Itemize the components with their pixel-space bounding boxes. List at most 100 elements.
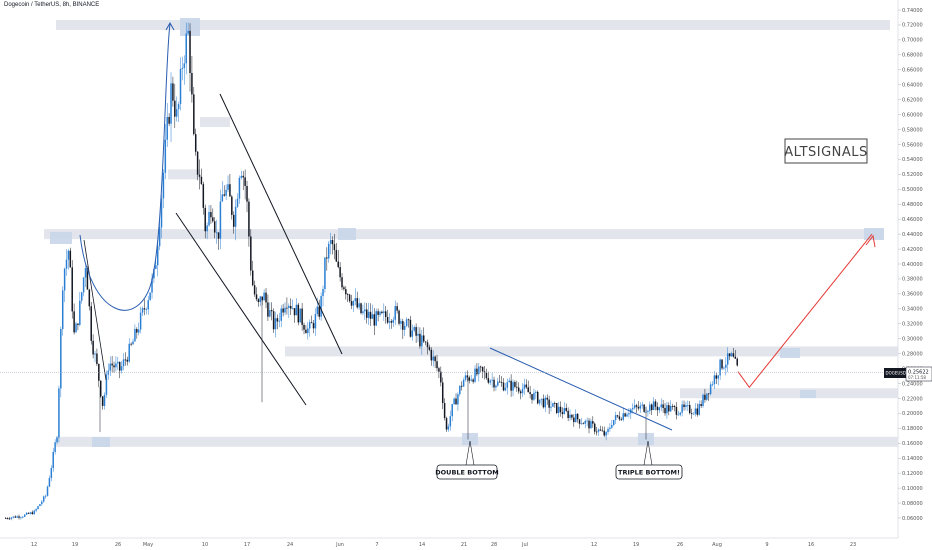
candle-body [531,394,533,400]
price-tick-label: 0.28000 [902,351,923,357]
candle-body [155,265,157,269]
candle-body [77,323,79,325]
candle-body [396,306,398,311]
candle-body [166,116,168,140]
candle-body [561,412,564,415]
candle-body [143,308,146,310]
candle-body [666,405,668,414]
candle-body [601,430,604,432]
candle-body [20,517,22,519]
candle-body [616,415,619,417]
candle-body [156,246,159,266]
price-zone [168,169,200,180]
candle-body [379,311,381,315]
candle-body [204,207,206,232]
candle-body [137,329,140,333]
cup-curve [79,23,171,311]
candle-body [578,419,581,424]
pivot-highlight [864,228,884,240]
candle-body [196,151,199,175]
candle-body [219,201,222,239]
candle-body [61,290,64,329]
chart-title: Dogecoin / TetherUS, 8h, BINANCE [4,2,100,8]
candle-body [377,311,379,315]
channel-upper [219,93,343,355]
candle-body [46,486,49,496]
candle-body [79,300,81,325]
time-tick-label: 9 [765,542,768,548]
candle-body [191,72,193,95]
pivot-highlight [462,433,478,445]
candle-body [428,347,431,350]
candle-body [419,333,421,347]
price-tick-label: 0.60000 [902,112,923,118]
candle-body [694,408,697,414]
projection-arrow-icon [865,234,876,248]
candle-body [421,335,423,347]
candle-body [312,323,315,329]
candle-body [248,201,250,237]
price-tick-label: 0.14000 [902,456,923,462]
candle-body [284,307,286,313]
candle-body [63,268,66,291]
candle-body [322,289,324,297]
candle-body [149,292,151,301]
candle-body [635,405,638,407]
candle-body [654,401,657,407]
time-tick-label: 24 [287,542,293,548]
candle-body [711,384,714,385]
candle-body [550,406,552,408]
price-tick-label: 0.08000 [902,501,923,507]
candle-body [459,385,461,395]
price-tick-label: 0.24000 [902,381,923,387]
candle-body [326,257,328,259]
time-tick-label: 16 [808,542,814,548]
candle-body [12,516,15,518]
candle-body [476,368,478,375]
candle-body [474,368,476,382]
candle-body [185,33,187,64]
candle-body [324,257,326,290]
candle-body [29,512,32,514]
candle-body [345,289,347,295]
candle-body [147,300,149,310]
candle-body [521,388,524,394]
candle-body [327,243,330,259]
candle-body [715,375,718,379]
candle-body [567,410,569,418]
candle-body [8,518,11,520]
candle-body [103,394,106,406]
candle-body [707,393,710,395]
candle-body [217,232,220,239]
candle-body [286,307,288,309]
candle-body [690,413,693,414]
candle-body [569,414,571,418]
candle-body [90,306,92,341]
candle-body [208,211,210,226]
candle-body [706,393,708,400]
candle-body [400,321,402,324]
candle-body [42,496,45,502]
candle-body [310,322,313,324]
candle-body [350,301,353,306]
candle-body [660,404,662,408]
candle-body [546,397,548,400]
candle-body [96,353,98,364]
candle-body [265,292,267,303]
price-tick-label: 0.54000 [902,157,923,163]
candle-body [14,516,16,518]
candle-body [339,267,341,278]
candle-body [4,518,7,519]
candle-body [267,302,269,317]
candle-body [84,268,87,278]
candle-body [354,298,357,302]
price-zone [56,19,890,30]
candle-body [101,396,104,406]
candle-body [652,401,655,411]
candle-body [481,366,484,372]
candle-body [514,382,516,387]
candle-body [650,404,653,411]
candle-body [407,319,410,321]
time-tick-label: 26 [677,542,683,548]
